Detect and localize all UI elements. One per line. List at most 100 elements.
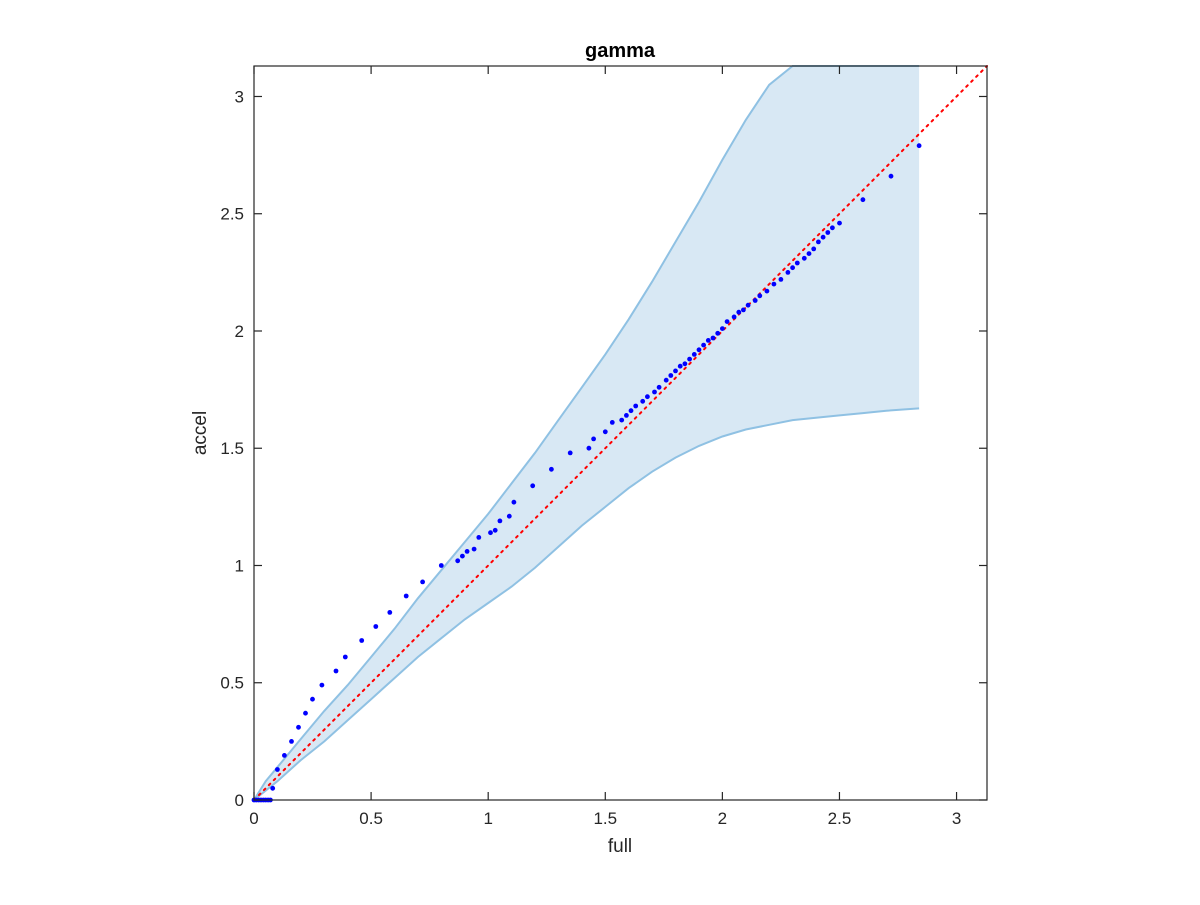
data-point xyxy=(282,753,287,758)
data-point xyxy=(820,234,826,240)
data-point xyxy=(720,326,725,331)
data-point xyxy=(438,563,444,568)
data-point xyxy=(778,277,784,282)
data-point xyxy=(696,347,702,353)
data-point xyxy=(656,384,662,390)
data-point xyxy=(752,298,758,303)
x-tick-label: 3 xyxy=(952,809,961,828)
data-point xyxy=(731,314,737,320)
data-point xyxy=(816,239,821,245)
data-point xyxy=(710,335,716,341)
band-lower-edge xyxy=(253,407,920,801)
data-point xyxy=(492,527,498,533)
data-points xyxy=(251,143,922,803)
data-point xyxy=(801,255,807,261)
data-point xyxy=(687,356,692,362)
x-tick-label: 0 xyxy=(249,809,258,828)
data-point xyxy=(794,260,800,266)
data-point xyxy=(825,230,831,235)
data-point xyxy=(333,668,339,674)
data-point xyxy=(403,593,409,599)
data-point xyxy=(342,654,348,660)
data-point xyxy=(677,363,683,369)
data-point xyxy=(741,307,746,313)
data-point xyxy=(705,338,711,343)
data-point xyxy=(736,309,742,315)
y-tick-label: 1 xyxy=(235,556,244,575)
y-tick-label: 1.5 xyxy=(220,439,244,458)
data-point xyxy=(682,361,688,367)
data-point xyxy=(303,710,308,716)
data-point xyxy=(530,483,536,489)
data-point xyxy=(663,377,669,383)
reference-line-layer xyxy=(253,65,988,801)
data-point xyxy=(464,549,470,554)
data-point xyxy=(586,445,592,451)
reference-line xyxy=(253,65,988,801)
data-point xyxy=(624,413,629,418)
data-point xyxy=(567,450,573,456)
plot-area-frame xyxy=(253,65,988,801)
data-point xyxy=(724,319,730,324)
data-point xyxy=(790,265,795,271)
data-point xyxy=(757,293,763,299)
y-axis-ticks: 0 0.5 1 1.5 2 2.5 3 xyxy=(220,87,987,810)
data-point xyxy=(771,281,777,287)
y-tick-label: 3 xyxy=(235,87,244,106)
data-point xyxy=(476,535,482,540)
data-point xyxy=(471,546,477,552)
data-point xyxy=(640,398,646,404)
data-point xyxy=(387,610,393,615)
y-tick-label: 0 xyxy=(235,791,244,810)
data-point xyxy=(270,785,276,791)
data-point xyxy=(549,466,554,472)
x-tick-label: 1 xyxy=(483,809,492,828)
data-point xyxy=(591,436,596,442)
data-point xyxy=(310,696,315,702)
chart-title: gamma xyxy=(585,40,656,62)
data-point xyxy=(633,403,639,409)
data-point xyxy=(602,429,608,435)
data-point xyxy=(460,553,465,559)
data-point xyxy=(455,558,461,564)
data-point xyxy=(916,143,922,149)
data-point xyxy=(691,352,697,357)
data-point xyxy=(652,389,657,395)
data-point xyxy=(806,251,812,256)
data-point xyxy=(860,197,866,203)
data-point xyxy=(511,499,517,505)
data-point xyxy=(673,368,678,374)
data-point xyxy=(373,624,379,629)
data-point xyxy=(745,302,751,308)
data-point xyxy=(701,342,706,348)
y-tick-label: 2.5 xyxy=(220,205,244,224)
x-axis-label: full xyxy=(608,836,632,857)
data-point xyxy=(420,579,425,585)
data-point xyxy=(488,530,493,536)
y-tick-label: 0.5 xyxy=(220,674,244,693)
data-point xyxy=(609,420,615,425)
data-point xyxy=(319,682,325,688)
data-point xyxy=(668,373,674,378)
band-fill xyxy=(254,66,920,800)
data-point xyxy=(811,246,817,252)
x-tick-label: 0.5 xyxy=(359,809,383,828)
data-point xyxy=(275,767,280,772)
data-point xyxy=(764,288,770,294)
data-point xyxy=(619,417,625,423)
x-axis-ticks: 0 0.5 1 1.5 2 2.5 3 xyxy=(249,66,961,828)
data-point xyxy=(645,394,650,400)
y-axis-label: accel xyxy=(190,411,211,455)
data-point xyxy=(888,173,894,179)
data-point xyxy=(715,330,721,336)
data-point xyxy=(506,513,512,519)
data-point xyxy=(359,638,365,643)
y-tick-label: 2 xyxy=(235,322,244,341)
data-point xyxy=(296,724,301,730)
data-point xyxy=(830,225,835,231)
data-point xyxy=(628,408,634,414)
data-point xyxy=(289,739,294,744)
data-point xyxy=(837,220,842,226)
x-tick-label: 2 xyxy=(718,809,727,828)
